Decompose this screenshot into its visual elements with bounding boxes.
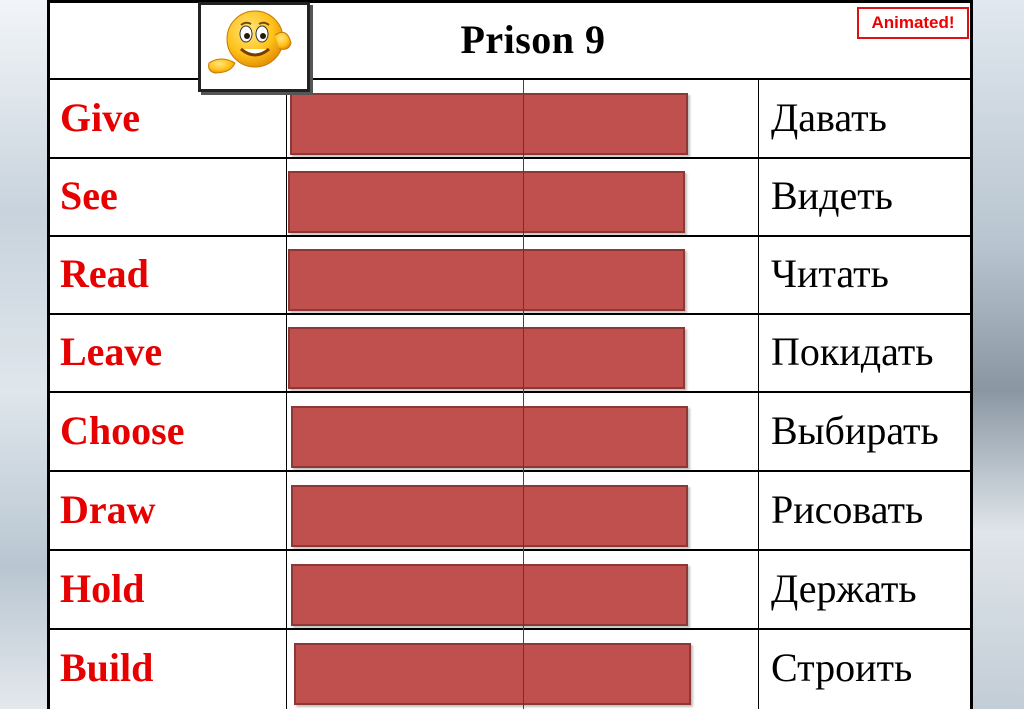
hidden-answer-box[interactable] <box>290 93 688 155</box>
header-row: Prison 9 Animated! <box>50 0 970 80</box>
english-word: Draw <box>60 487 156 532</box>
hidden-answer-box[interactable] <box>291 406 688 468</box>
table-row: Read Читать <box>50 236 970 315</box>
page-title: Prison 9 <box>460 17 606 62</box>
table-row: Give Давать <box>50 80 970 159</box>
hidden-answer-box[interactable] <box>288 327 685 389</box>
russian-word: Давать <box>771 95 887 140</box>
smiley-face-icon <box>198 2 310 92</box>
english-word: Read <box>60 251 149 296</box>
english-word: Leave <box>60 329 163 374</box>
top-border <box>50 0 970 3</box>
table-row: Leave Покидать <box>50 314 970 393</box>
russian-word: Рисовать <box>771 487 924 532</box>
column-divider <box>286 80 287 709</box>
table-row: See Видеть <box>50 158 970 237</box>
russian-word: Читать <box>771 251 889 296</box>
table-row: Choose Выбирать <box>50 393 970 472</box>
vocab-table: Prison 9 Animated! Give <box>47 0 973 709</box>
english-word: Hold <box>60 566 145 611</box>
table-row: Hold Держать <box>50 551 970 630</box>
column-divider <box>758 80 759 709</box>
russian-word: Видеть <box>771 173 893 218</box>
english-word: Give <box>60 95 140 140</box>
hidden-answer-box[interactable] <box>294 643 691 705</box>
hidden-answer-box[interactable] <box>288 249 685 311</box>
english-word: See <box>60 173 118 218</box>
russian-word: Держать <box>771 566 917 611</box>
hidden-answer-box[interactable] <box>288 171 685 233</box>
column-divider <box>523 80 524 709</box>
hidden-answer-box[interactable] <box>291 564 688 626</box>
animated-badge[interactable]: Animated! <box>857 7 969 39</box>
english-word: Build <box>60 645 154 690</box>
russian-word: Строить <box>771 645 913 690</box>
background-right <box>970 0 1024 709</box>
russian-word: Выбирать <box>771 408 939 453</box>
hidden-answer-box[interactable] <box>291 485 688 547</box>
english-word: Choose <box>60 408 185 453</box>
table-row: Build Строить <box>50 630 970 709</box>
table-row: Draw Рисовать <box>50 472 970 551</box>
russian-word: Покидать <box>771 329 934 374</box>
background-left <box>0 0 48 709</box>
